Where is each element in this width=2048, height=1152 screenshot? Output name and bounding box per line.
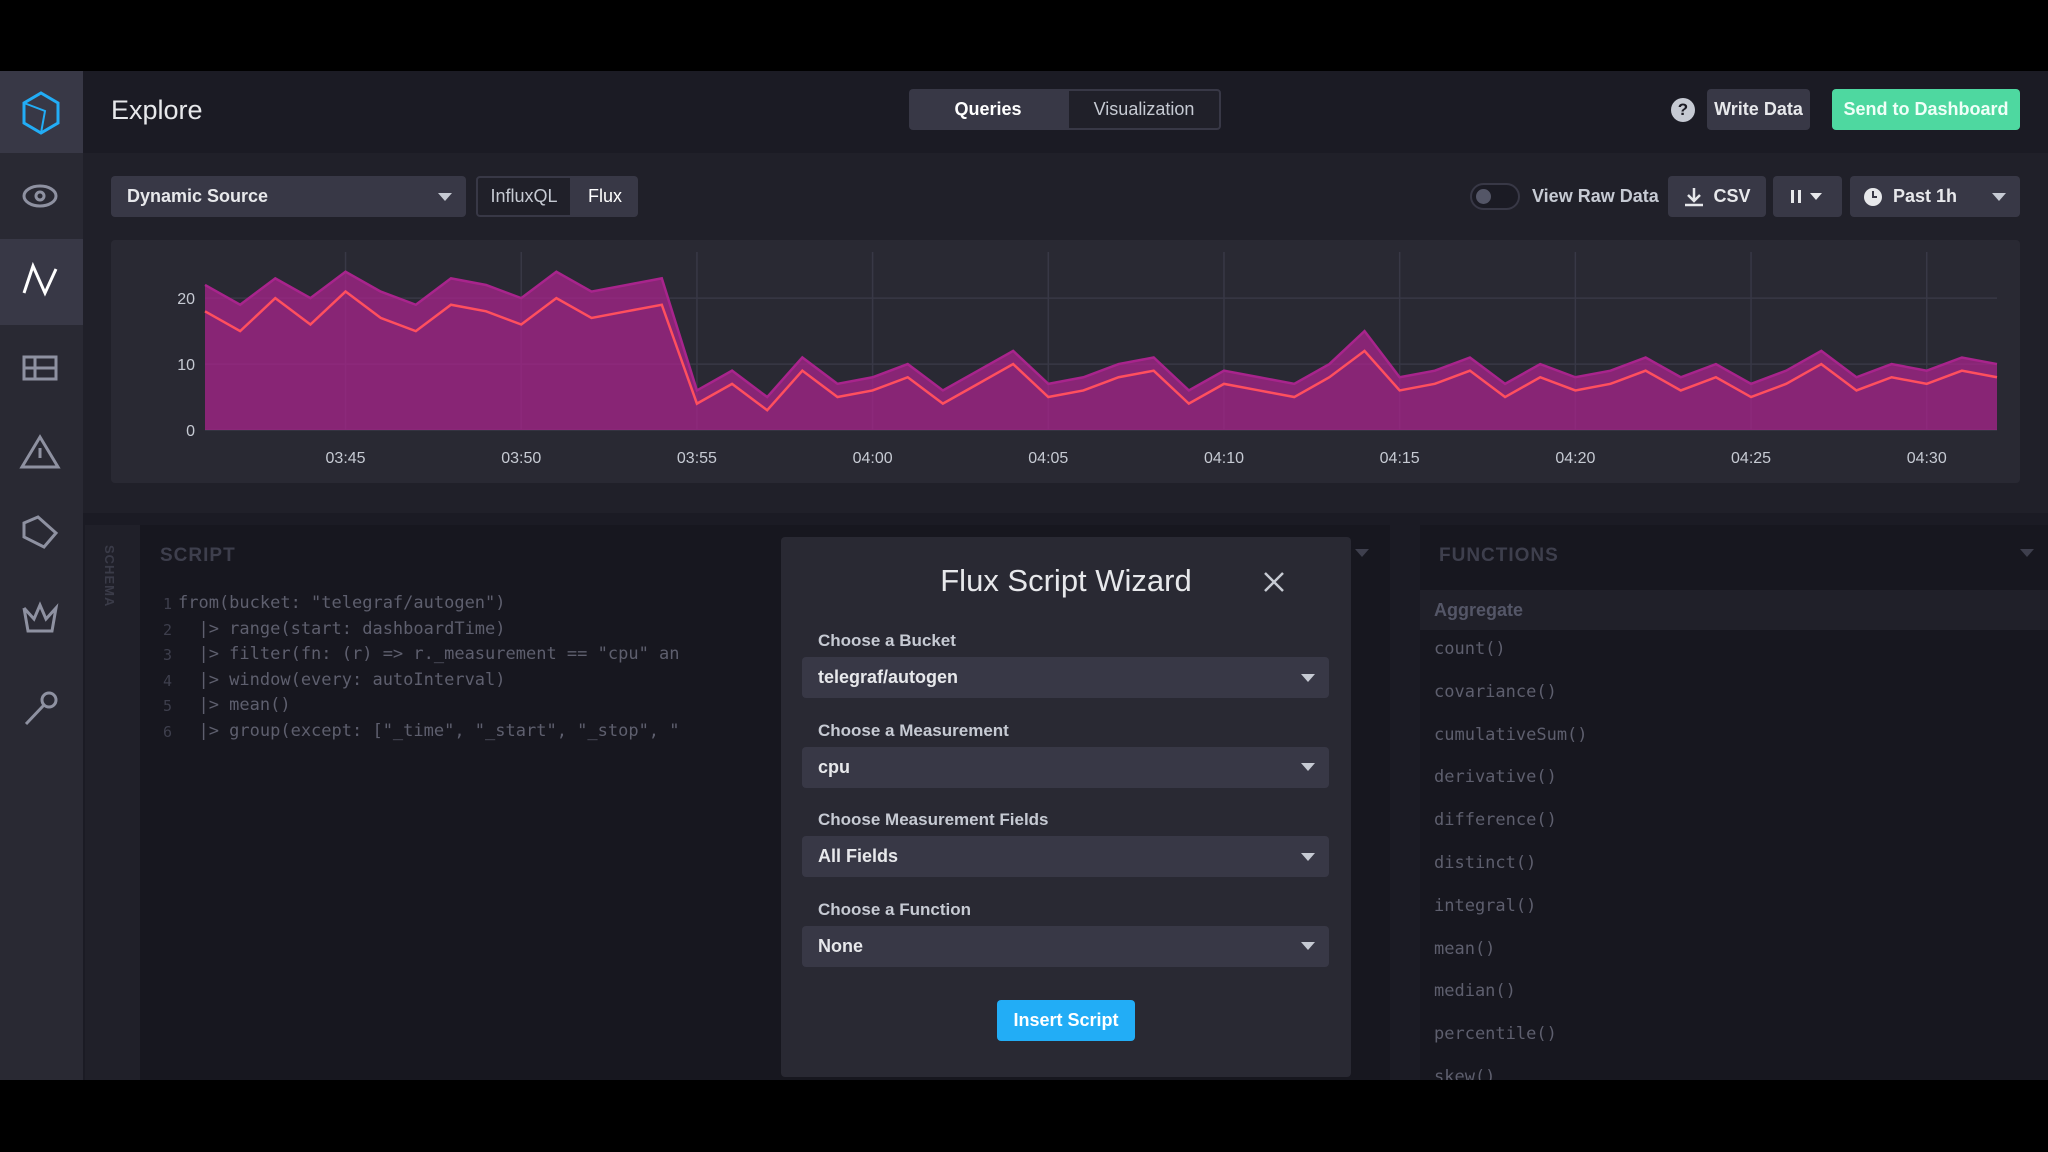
sidebar [0, 71, 83, 1080]
function-item[interactable]: integral() [1434, 895, 1537, 916]
x-tick-label: 04:05 [1028, 450, 1068, 467]
language-toggle[interactable]: Flux [572, 176, 638, 217]
function-item[interactable]: percentile() [1434, 1024, 1557, 1045]
function-item[interactable]: mean() [1434, 938, 1496, 959]
field-value: telegraf/autogen [818, 667, 959, 687]
download-icon [1685, 187, 1704, 206]
code-line: |> range(start: dashboardTime) [178, 618, 506, 639]
field-dropdown[interactable]: None [802, 925, 1329, 967]
functions-title: FUNCTIONS [1439, 545, 1559, 566]
nav-icons [19, 184, 61, 726]
function-item[interactable]: covariance() [1434, 681, 1557, 702]
x-tick-label: 03:55 [677, 450, 717, 467]
logo-icon [22, 91, 60, 135]
pause-button[interactable] [1773, 176, 1842, 217]
function-item[interactable]: skew() [1434, 1067, 1496, 1080]
field-label: Choose a Bucket [818, 631, 956, 650]
series-area [205, 271, 1997, 430]
x-tick-label: 04:10 [1204, 450, 1244, 467]
code-line: |> group(except: ["_time", "_start", "_s… [178, 720, 680, 741]
raw-data-label: View Raw Data [1532, 186, 1659, 206]
x-tick-label: 04:15 [1380, 450, 1420, 467]
code-line: from(bucket: "telegraf/autogen") [178, 593, 506, 613]
tab[interactable]: Queries [909, 89, 1067, 130]
time-range-dropdown[interactable]: Past 1h [1850, 176, 2020, 217]
function-item[interactable]: derivative() [1434, 767, 1557, 788]
write-data-button[interactable]: Write Data [1707, 89, 1810, 130]
schema-strip: SCHEMA [85, 525, 140, 1080]
line-number: 5 [162, 697, 172, 715]
time-range-label: Past 1h [1893, 186, 1958, 206]
field-value: cpu [818, 756, 851, 777]
x-tick-label: 03:50 [501, 450, 541, 467]
source-dropdown[interactable]: Dynamic Source [111, 176, 466, 217]
series-line [204, 270, 1998, 399]
y-tick-label: 0 [186, 423, 195, 440]
series-line [204, 289, 1998, 412]
wizard-modal: Flux Script Wizard Choose a Bucket telegr… [781, 537, 1351, 1077]
x-tick-label: 04:30 [1907, 450, 1947, 467]
function-item[interactable]: distinct() [1434, 853, 1537, 873]
field-dropdown[interactable]: telegraf/autogen [802, 657, 1329, 698]
close-button[interactable] [1263, 571, 1285, 593]
function-group-label: Aggregate [1434, 600, 1524, 620]
schema-label: SCHEMA [102, 545, 117, 608]
y-tick-label: 20 [177, 291, 195, 308]
code-line: |> mean() [178, 695, 291, 715]
header: Explore Queries Visualization ? Write Da… [83, 71, 2048, 153]
csv-label: CSV [1713, 186, 1751, 206]
code-line: |> filter(fn: (r) => r._measurement == "… [178, 644, 680, 664]
function-item[interactable]: difference() [1434, 810, 1557, 831]
tab[interactable]: Visualization [1067, 89, 1221, 130]
function-item[interactable]: median() [1434, 981, 1516, 1002]
send-to-dashboard-button[interactable]: Send to Dashboard [1832, 89, 2020, 130]
logo[interactable] [0, 71, 83, 153]
line-number: 6 [162, 722, 172, 741]
line-number: 3 [162, 646, 172, 664]
wizard-title: Flux Script Wizard [940, 563, 1192, 598]
language-toggle[interactable]: InfluxQL [476, 176, 572, 217]
clock-icon [1864, 187, 1882, 206]
function-item[interactable]: count() [1434, 639, 1506, 659]
line-number: 1 [162, 595, 172, 613]
panel-caret [1355, 549, 1369, 557]
x-tick-label: 04:20 [1555, 450, 1595, 467]
panel-caret [2020, 549, 2034, 557]
help-button[interactable]: ? [1671, 98, 1695, 122]
line-number: 2 [162, 620, 172, 639]
chart: 0 10 20 03:45 03:50 03:55 04:00 04:05 04:10 04:15… [177, 252, 1998, 467]
pause-icon [1790, 189, 1822, 203]
field-dropdown[interactable]: cpu [802, 746, 1329, 788]
functions-panel: FUNCTIONS Aggregate count() covariance() c… [1420, 525, 2048, 1080]
field-value: None [818, 935, 863, 956]
insert-script-button[interactable]: Insert Script [997, 1000, 1135, 1041]
field-value: All Fields [818, 846, 899, 866]
csv-button[interactable]: CSV [1668, 176, 1766, 217]
function-item[interactable]: cumulativeSum() [1434, 724, 1588, 745]
field-label: Choose a Function [818, 899, 971, 919]
function-group[interactable]: Aggregate [1420, 590, 2048, 630]
field-label: Choose Measurement Fields [818, 810, 1049, 829]
page-title: Explore [111, 95, 203, 125]
x-tick-label: 04:25 [1731, 450, 1771, 467]
x-tick-label: 04:00 [853, 450, 893, 467]
field-label: Choose a Measurement [818, 720, 1009, 740]
raw-data-switch[interactable] [1470, 183, 1520, 210]
switch-knob [1476, 189, 1491, 204]
field-dropdown[interactable]: All Fields [802, 836, 1329, 877]
line-number: 4 [162, 671, 172, 690]
y-tick-label: 10 [177, 357, 195, 374]
script-title: SCRIPT [160, 545, 236, 566]
source-label: Dynamic Source [127, 186, 269, 206]
code-line: |> window(every: autoInterval) [178, 669, 506, 690]
x-tick-label: 03:45 [326, 450, 366, 467]
